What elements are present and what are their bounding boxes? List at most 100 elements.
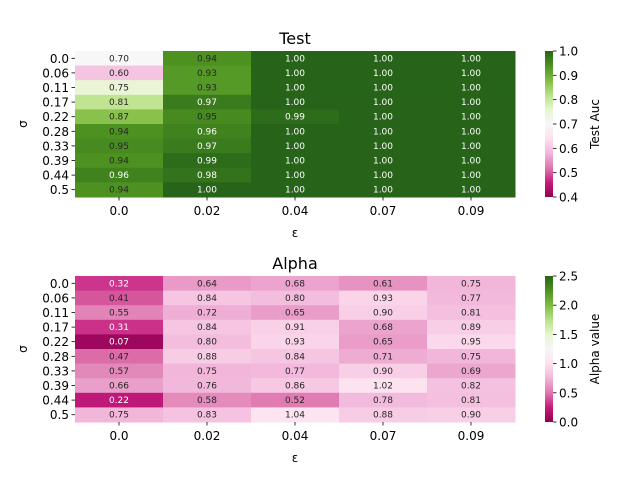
cell-value-label: 1.00 <box>285 157 305 167</box>
heatmap-cell <box>75 167 164 183</box>
heatmap-cell <box>75 290 164 306</box>
y-tick-label: 0.22 <box>42 335 69 349</box>
heatmap-cell <box>163 407 252 423</box>
y-tick-label: 0.22 <box>42 110 69 124</box>
cell-value-label: 1.00 <box>285 54 305 64</box>
y-tick-label: 0.0 <box>50 52 69 66</box>
cell-value-label: 0.84 <box>197 294 217 304</box>
heatmap-cell <box>75 349 164 365</box>
cell-value-label: 0.68 <box>285 279 305 289</box>
x-axis-label: ε <box>292 451 299 465</box>
cell-value-label: 0.60 <box>109 69 129 79</box>
colorbar-label: Test Auc <box>588 99 602 150</box>
cell-value-label: 1.00 <box>285 98 305 108</box>
heatmap-cell <box>339 124 428 140</box>
heatmap-cell <box>251 182 340 198</box>
x-tick-label: 0.09 <box>458 204 485 218</box>
heatmap-cell <box>339 153 428 169</box>
heatmap-cell <box>251 94 340 110</box>
heatmap-cell <box>163 392 252 408</box>
cell-value-label: 1.00 <box>461 171 481 181</box>
y-tick-label: 0.33 <box>42 364 69 378</box>
heatmap-cell <box>427 276 516 292</box>
heatmap-cell <box>75 153 164 169</box>
cell-value-label: 1.00 <box>461 98 481 108</box>
x-tick-label: 0.02 <box>194 204 221 218</box>
cell-value-label: 0.88 <box>197 352 217 362</box>
cell-value-label: 1.00 <box>373 98 393 108</box>
cell-value-label: 0.98 <box>197 171 217 181</box>
cell-value-label: 0.91 <box>285 323 305 333</box>
cell-value-label: 0.93 <box>285 338 305 348</box>
heatmap-cell <box>163 167 252 183</box>
heatmap-cell <box>339 51 428 67</box>
cell-value-label: 0.93 <box>197 69 217 79</box>
cell-value-label: 1.00 <box>461 113 481 123</box>
colorbar-tick-label: 0.4 <box>559 191 578 205</box>
heatmap-cell <box>339 363 428 379</box>
y-tick-label: 0.44 <box>42 394 69 408</box>
cell-value-label: 0.89 <box>461 323 481 333</box>
cell-value-label: 0.93 <box>373 294 393 304</box>
cell-value-label: 0.90 <box>461 411 481 421</box>
heatmap-cell <box>427 319 516 335</box>
heatmap-cell <box>75 65 164 81</box>
cell-value-label: 0.31 <box>109 323 129 333</box>
x-tick-label: 0.02 <box>194 429 221 443</box>
y-tick-label: 0.06 <box>42 291 69 305</box>
cell-value-label: 0.41 <box>109 294 129 304</box>
heatmap-cell <box>427 94 516 110</box>
heatmap-cell <box>427 167 516 183</box>
heatmap-cell <box>251 138 340 154</box>
heatmap-cell <box>427 109 516 125</box>
cell-value-label: 0.84 <box>197 323 217 333</box>
cell-value-label: 1.00 <box>285 186 305 196</box>
cell-value-label: 0.81 <box>109 98 129 108</box>
cell-value-label: 0.76 <box>197 382 217 392</box>
cell-value-label: 1.00 <box>373 157 393 167</box>
heatmap-cell <box>163 124 252 140</box>
x-tick-label: 0.09 <box>458 429 485 443</box>
x-tick-label: 0.04 <box>282 429 309 443</box>
heatmap-cell <box>163 378 252 394</box>
heatmap-cell <box>427 334 516 350</box>
colorbar-tick-label: 1.0 <box>559 357 578 371</box>
cell-value-label: 0.84 <box>285 352 305 362</box>
heatmap-cell <box>339 80 428 96</box>
heatmap-cell <box>251 363 340 379</box>
heatmap-cell <box>75 378 164 394</box>
heatmap-cell <box>251 80 340 96</box>
heatmap-cell <box>339 305 428 321</box>
cell-value-label: 1.04 <box>285 411 305 421</box>
cell-value-label: 0.82 <box>461 382 481 392</box>
heatmap-cell <box>75 392 164 408</box>
y-tick-label: 0.06 <box>42 66 69 80</box>
cell-value-label: 0.64 <box>197 279 217 289</box>
cell-value-label: 0.72 <box>197 309 217 319</box>
cell-value-label: 0.94 <box>109 127 129 137</box>
cell-value-label: 1.00 <box>373 186 393 196</box>
heatmap-cell <box>163 51 252 67</box>
heatmap-cell <box>163 305 252 321</box>
heatmap-cell <box>339 94 428 110</box>
heatmap-cell <box>75 138 164 154</box>
heatmap-cell <box>163 65 252 81</box>
cell-value-label: 0.81 <box>461 396 481 406</box>
colorbar-tick-label: 1.5 <box>559 328 578 342</box>
heatmap-cell <box>339 290 428 306</box>
heatmap-cell <box>163 109 252 125</box>
heatmap-cell <box>339 65 428 81</box>
cell-value-label: 1.00 <box>373 84 393 94</box>
cell-value-label: 0.90 <box>373 367 393 377</box>
cell-value-label: 0.95 <box>461 338 481 348</box>
heatmap-cell <box>427 290 516 306</box>
cell-value-label: 0.75 <box>461 279 481 289</box>
heatmap-cell <box>163 182 252 198</box>
heatmap-cell <box>75 276 164 292</box>
heatmap-cell <box>251 305 340 321</box>
heatmap-cell <box>427 65 516 81</box>
heatmap-cell <box>75 305 164 321</box>
cell-value-label: 0.65 <box>285 309 305 319</box>
y-tick-label: 0.17 <box>42 96 69 110</box>
heatmap-cell <box>339 109 428 125</box>
